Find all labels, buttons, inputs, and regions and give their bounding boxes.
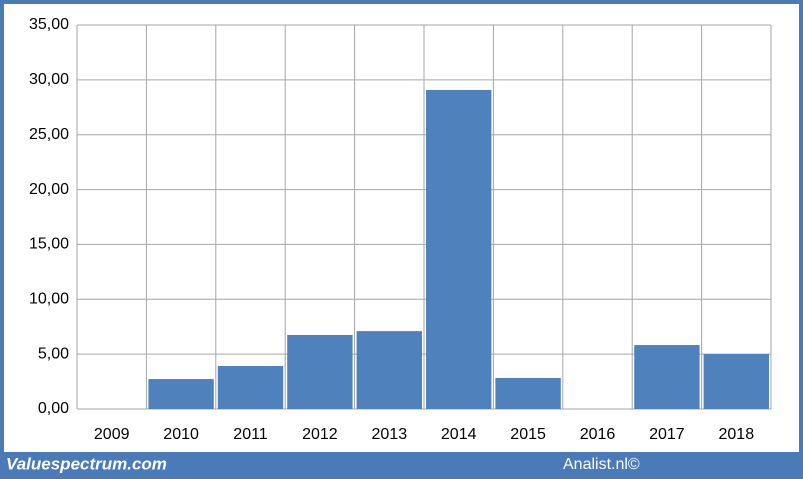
x-tick-label: 2010 [163, 426, 199, 443]
y-tick-label: 30,00 [29, 71, 69, 88]
bar [426, 89, 492, 409]
y-tick-label: 15,00 [29, 236, 69, 253]
x-tick-label: 2016 [580, 426, 616, 443]
bar [703, 354, 769, 409]
bar [356, 331, 422, 409]
x-tick-label: 2017 [649, 426, 685, 443]
y-tick-label: 20,00 [29, 181, 69, 198]
bar [287, 334, 353, 409]
x-tick-label: 2012 [302, 426, 338, 443]
y-tick-label: 35,00 [29, 16, 69, 33]
y-tick-label: 25,00 [29, 126, 69, 143]
x-tick-label: 2015 [510, 426, 546, 443]
x-tick-label: 2014 [441, 426, 477, 443]
y-tick-label: 10,00 [29, 291, 69, 308]
bar [217, 365, 284, 409]
x-tick-label: 2009 [94, 426, 130, 443]
y-tick-label: 0,00 [38, 400, 69, 417]
footer-left: Valuespectrum.com [6, 454, 167, 473]
bar [495, 377, 561, 409]
y-tick-label: 5,00 [38, 345, 69, 362]
footer-right: Analist.nl© [563, 456, 640, 473]
x-tick-label: 2011 [233, 426, 268, 443]
x-tick-label: 2013 [372, 426, 408, 443]
bar [634, 345, 700, 409]
bar [148, 379, 214, 409]
x-tick-label: 2018 [719, 426, 755, 443]
